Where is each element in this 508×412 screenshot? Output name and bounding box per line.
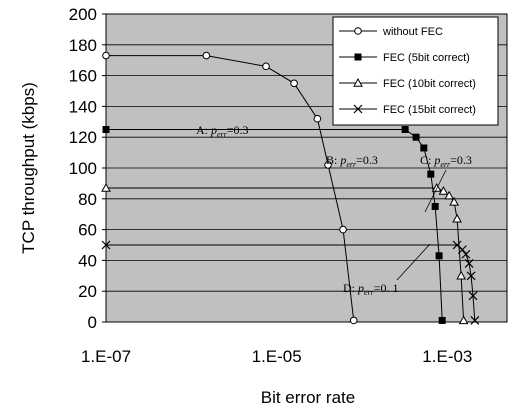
y-tick-label: 100	[69, 159, 97, 178]
data-point-stroke	[466, 271, 476, 281]
data-point	[461, 249, 471, 259]
data-point-stroke	[464, 259, 474, 268]
legend-label: without FEC	[382, 26, 443, 38]
x-tick-label: 1.E-05	[252, 347, 302, 366]
data-point	[438, 316, 446, 324]
data-point	[339, 225, 347, 234]
data-point-stroke	[353, 104, 363, 114]
series-1	[102, 51, 358, 325]
data-point	[401, 126, 409, 133]
data-point	[202, 51, 211, 60]
annotation-2: B: perr=0.3	[326, 153, 378, 169]
data-point-stroke	[457, 245, 467, 255]
data-point	[431, 182, 442, 192]
y-tick-label: 40	[78, 251, 97, 270]
y-tick-label: 20	[78, 282, 97, 301]
y-tick-label: 120	[69, 128, 97, 147]
annotation-4: D: perr=0. 1	[343, 281, 399, 297]
y-tick-label: 60	[78, 221, 97, 240]
data-point	[457, 245, 467, 255]
x-tick-label: 1.E-03	[422, 347, 472, 366]
data-point	[353, 104, 363, 114]
y-tick-label: 180	[69, 36, 97, 55]
data-point	[464, 259, 474, 268]
y-tick-label: 0	[88, 313, 97, 332]
annotation-leader	[396, 243, 431, 281]
data-point	[444, 190, 455, 200]
data-point-stroke	[470, 316, 480, 325]
data-point	[412, 133, 420, 141]
data-point	[420, 144, 428, 152]
data-point	[354, 53, 362, 61]
data-point	[262, 62, 270, 71]
series-3	[101, 182, 469, 325]
data-point	[101, 182, 111, 192]
data-point	[431, 203, 439, 210]
data-point-stroke	[461, 249, 471, 259]
annotation-3: C: perr=0.3	[420, 153, 472, 169]
data-point	[313, 114, 322, 123]
data-point-stroke	[101, 240, 111, 250]
data-point	[452, 213, 462, 223]
data-point	[458, 315, 469, 325]
x-axis-title: Bit error rate	[261, 388, 355, 407]
y-tick-label: 200	[69, 5, 97, 24]
series-line	[106, 55, 355, 321]
data-point	[349, 316, 358, 325]
series-2	[102, 126, 446, 324]
data-point	[354, 27, 362, 35]
y-tick-label: 80	[78, 190, 97, 209]
legend-label: FEC (5bit correct)	[383, 52, 470, 64]
data-point	[102, 51, 110, 60]
data-point	[102, 126, 110, 133]
annotation-leader	[424, 169, 447, 213]
legend-label: FEC (10bit correct)	[383, 78, 476, 90]
legend-label: FEC (15bit correct)	[383, 104, 476, 116]
y-axis-title: TCP throughput (kbps)	[19, 82, 38, 254]
legend: without FEC FEC (5bit correct) FEC (10bit …	[332, 16, 499, 126]
data-point	[435, 252, 443, 260]
series-4	[101, 240, 480, 325]
data-point-stroke	[452, 240, 462, 250]
data-point-stroke	[468, 291, 478, 301]
data-point	[324, 161, 332, 169]
data-point	[353, 77, 363, 87]
annotation-1: A: perr=0.3	[196, 123, 249, 139]
data-point	[456, 270, 466, 280]
data-point	[468, 291, 478, 301]
data-point	[466, 271, 476, 281]
y-tick-label: 160	[69, 67, 97, 86]
data-point	[470, 316, 480, 325]
data-point	[449, 196, 459, 206]
data-point	[101, 240, 111, 250]
x-tick-label: 1.E-07	[81, 347, 131, 366]
data-point	[438, 186, 449, 195]
data-point	[290, 79, 298, 88]
data-point	[427, 170, 435, 178]
y-tick-label: 140	[69, 97, 97, 116]
